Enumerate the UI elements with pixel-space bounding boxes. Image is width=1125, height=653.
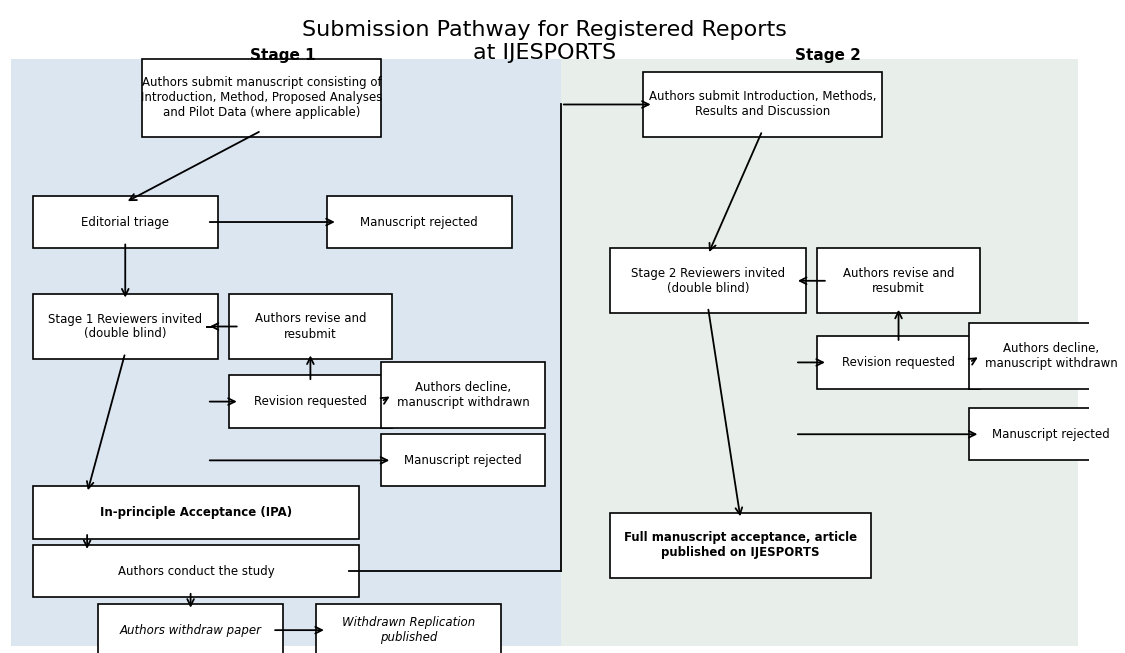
- Text: Stage 2: Stage 2: [794, 48, 861, 63]
- FancyBboxPatch shape: [381, 434, 544, 486]
- Text: Stage 1 Reviewers invited
(double blind): Stage 1 Reviewers invited (double blind): [48, 313, 202, 340]
- FancyBboxPatch shape: [33, 196, 218, 248]
- FancyBboxPatch shape: [33, 486, 359, 539]
- FancyBboxPatch shape: [142, 59, 381, 137]
- FancyBboxPatch shape: [610, 513, 871, 578]
- FancyBboxPatch shape: [228, 375, 393, 428]
- FancyBboxPatch shape: [381, 362, 544, 428]
- Text: Manuscript rejected: Manuscript rejected: [360, 215, 478, 229]
- Text: Full manuscript acceptance, article
published on IJESPORTS: Full manuscript acceptance, article publ…: [624, 532, 857, 559]
- FancyBboxPatch shape: [228, 294, 393, 359]
- FancyBboxPatch shape: [326, 196, 512, 248]
- FancyBboxPatch shape: [33, 294, 218, 359]
- FancyBboxPatch shape: [561, 59, 1078, 646]
- FancyBboxPatch shape: [970, 323, 1125, 389]
- FancyBboxPatch shape: [817, 336, 980, 389]
- FancyBboxPatch shape: [610, 248, 805, 313]
- FancyBboxPatch shape: [33, 545, 359, 597]
- Text: Withdrawn Replication
published: Withdrawn Replication published: [342, 616, 475, 644]
- Text: Stage 1: Stage 1: [251, 48, 316, 63]
- FancyBboxPatch shape: [642, 72, 882, 137]
- Text: Authors revise and
resubmit: Authors revise and resubmit: [254, 313, 366, 340]
- FancyBboxPatch shape: [817, 248, 980, 313]
- Text: Revision requested: Revision requested: [842, 356, 955, 369]
- Text: Authors decline,
manuscript withdrawn: Authors decline, manuscript withdrawn: [984, 342, 1117, 370]
- FancyBboxPatch shape: [98, 604, 284, 653]
- Text: Authors submit manuscript consisting of
Introduction, Method, Proposed Analyses
: Authors submit manuscript consisting of …: [141, 76, 382, 119]
- Text: Authors revise and
resubmit: Authors revise and resubmit: [843, 267, 954, 295]
- Text: Manuscript rejected: Manuscript rejected: [992, 428, 1110, 441]
- Text: Authors conduct the study: Authors conduct the study: [118, 565, 274, 578]
- Text: Submission Pathway for Registered Reports
at IJESPORTS: Submission Pathway for Registered Report…: [303, 20, 788, 63]
- Text: Manuscript rejected: Manuscript rejected: [404, 454, 522, 467]
- FancyBboxPatch shape: [11, 59, 561, 646]
- Text: Revision requested: Revision requested: [254, 395, 367, 408]
- FancyBboxPatch shape: [970, 408, 1125, 460]
- FancyBboxPatch shape: [316, 604, 501, 653]
- Text: Authors decline,
manuscript withdrawn: Authors decline, manuscript withdrawn: [396, 381, 529, 409]
- Text: Authors submit Introduction, Methods,
Results and Discussion: Authors submit Introduction, Methods, Re…: [649, 91, 876, 118]
- Text: In-principle Acceptance (IPA): In-principle Acceptance (IPA): [100, 506, 292, 519]
- Text: Editorial triage: Editorial triage: [81, 215, 169, 229]
- Text: Authors withdraw paper: Authors withdraw paper: [119, 624, 262, 637]
- Text: Stage 2 Reviewers invited
(double blind): Stage 2 Reviewers invited (double blind): [631, 267, 785, 295]
